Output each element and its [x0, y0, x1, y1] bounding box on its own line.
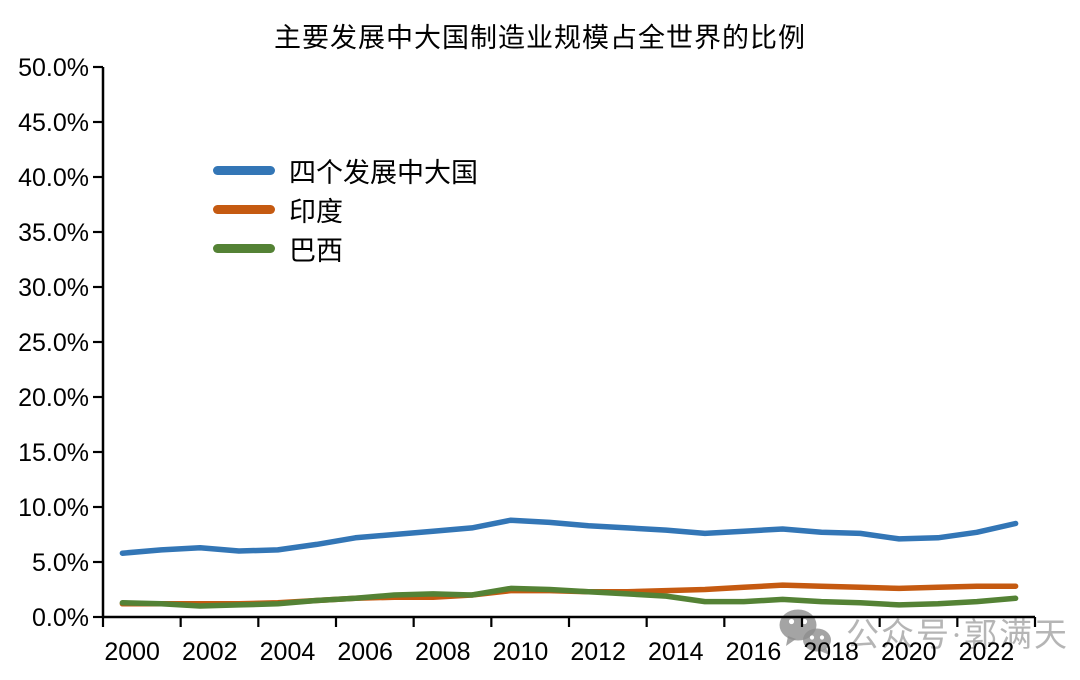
y-axis-label: 5.0% [32, 549, 89, 577]
x-axis-label: 2004 [260, 638, 316, 666]
x-axis-label: 2020 [881, 638, 937, 666]
y-axis-label: 10.0% [18, 494, 89, 522]
series-line-2 [119, 585, 1019, 609]
legend-label: 巴西 [289, 236, 343, 266]
x-axis-label: 2016 [726, 638, 782, 666]
y-axis-label: 50.0% [18, 54, 89, 82]
x-axis-label: 2000 [104, 638, 160, 666]
chart-title: 主要发展中大国制造业规模占全世界的比例 [274, 23, 806, 53]
legend-item-four-countries: 四个发展中大国 [213, 151, 478, 190]
y-axis-label: 25.0% [18, 329, 89, 357]
x-axis-label: 2022 [959, 638, 1015, 666]
legend-swatch-orange [213, 205, 275, 214]
y-axis-label: 35.0% [18, 219, 89, 247]
x-axis-label: 2008 [415, 638, 471, 666]
series-line-0 [119, 517, 1019, 556]
y-axis-label: 45.0% [18, 109, 89, 137]
x-axis-label: 2010 [493, 638, 549, 666]
legend-swatch-blue [213, 166, 275, 175]
y-axis-label: 40.0% [18, 164, 89, 192]
chart-legend: 四个发展中大国 印度 巴西 [213, 151, 478, 268]
legend-item-india: 印度 [213, 190, 478, 229]
y-axis-label: 0.0% [32, 604, 89, 632]
y-axis-label: 20.0% [18, 384, 89, 412]
legend-item-brazil: 巴西 [213, 229, 478, 268]
y-axis-label: 15.0% [18, 439, 89, 467]
x-axis-label: 2012 [570, 638, 626, 666]
x-axis-label: 2002 [182, 638, 238, 666]
legend-swatch-green [213, 244, 275, 253]
legend-label: 四个发展中大国 [289, 158, 478, 188]
y-axis-label: 30.0% [18, 274, 89, 302]
x-axis-label: 2006 [337, 638, 393, 666]
x-axis-label: 2014 [648, 638, 704, 666]
x-axis-label: 2018 [803, 638, 859, 666]
legend-label: 印度 [289, 197, 343, 227]
